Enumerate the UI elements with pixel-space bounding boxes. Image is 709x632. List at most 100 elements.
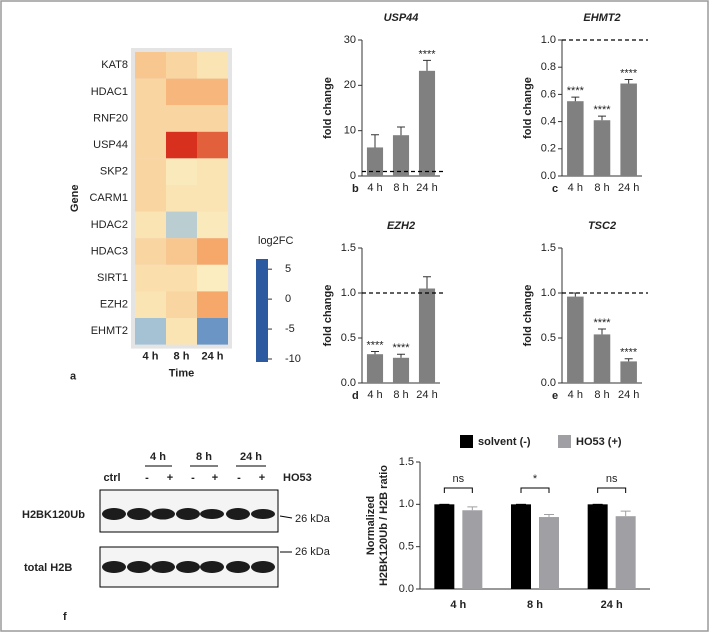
y-tick-label: 1.0 [399,498,414,510]
y-axis-label: H2BK120Ub / H2B ratio [378,465,390,586]
gene-label: SKP2 [100,166,128,178]
y-tick-label: 1.0 [541,34,556,46]
bar [392,357,410,383]
bar [620,83,637,176]
heatmap-cell [197,291,228,318]
gene-label: CARM1 [89,192,128,204]
bar [620,361,637,383]
heatmap-cell [197,131,228,159]
panel-label: a [70,371,77,383]
colorbar-tick-label: 0 [285,293,291,305]
significance-label: **** [392,342,410,354]
panel-label: f [63,611,67,623]
chart-title: USP44 [384,12,419,24]
blot-marker: 26 kDa [295,513,331,525]
significance-bracket [597,487,627,493]
y-tick-label: 1.0 [541,287,556,299]
gene-label: RNF20 [93,112,128,124]
error-bar [371,351,379,355]
significance-label: **** [567,85,585,97]
gene-label: EZH2 [100,299,128,311]
blot-lane: + [167,472,173,484]
gene-label: USP44 [93,139,128,151]
x-tick-label: 4 h [450,599,466,611]
panel-label: d [352,390,359,402]
heatmap-cell [135,131,166,159]
y-tick-label: 1.5 [399,456,414,468]
gene-label: HDAC3 [91,245,128,257]
heatmap-cell [166,318,197,345]
x-tick-label: 8 h [594,182,609,194]
x-tick-label: 4 h [367,182,382,194]
x-tick-label: 4 h [568,389,583,401]
y-axis-label: fold change [522,77,534,139]
error-bar [624,78,633,84]
band [226,561,250,573]
heatmap-cell [135,185,166,212]
y-tick-label: 20 [344,79,356,91]
error-bar [467,506,478,511]
y-tick-label: 0.0 [341,377,356,389]
band [176,561,200,573]
bar [615,516,636,589]
chart-title: EZH2 [387,220,415,232]
band [127,561,151,573]
chart-title: TSC2 [588,220,616,232]
blot-lane: + [212,472,218,484]
significance-label: **** [620,67,638,79]
chart-title: EHMT2 [583,12,620,24]
heatmap-cell [135,52,166,79]
blot-bands [102,508,275,573]
heatmap-cell [135,105,166,132]
y-tick-label: 0.0 [399,583,414,595]
bar [434,504,455,589]
blot-lane: ctrl [103,472,120,484]
x-tick-label: 24 h [416,389,437,401]
y-tick-label: 0.4 [541,116,556,128]
colorbar-tick-label: -10 [285,353,301,365]
error-bar [571,96,580,102]
significance-bracket [443,487,473,493]
heatmap-cell [166,52,197,79]
x-tick-label: 4 h [143,351,159,363]
heatmap-cell [166,264,197,292]
significance-label: **** [366,339,384,351]
heatmap-cell [166,185,197,212]
y-tick-label: 0.0 [541,170,556,182]
error-bar [371,134,379,148]
band [200,509,224,519]
bar [587,504,608,589]
x-tick-label: 24 h [201,351,223,363]
colorbar [256,259,268,362]
error-bar [598,328,606,335]
heatmap-cell [135,158,166,185]
band [102,508,126,520]
error-bar [423,276,431,289]
colorbar-tick-label: 5 [285,263,291,275]
y-tick-label: 0.0 [541,377,556,389]
legend-label: HO53 (+) [576,436,622,448]
y-axis-label: fold change [522,285,534,347]
significance-bracket [520,487,550,493]
heatmap-cell [197,264,228,292]
heatmap-cell [166,105,197,132]
y-axis-label: Normalized [365,496,377,555]
blot-condition: 4 h [150,451,166,463]
blot-row-label: H2BK120Ub [22,509,85,521]
gene-label: HDAC1 [91,86,128,98]
gene-label: EHMT2 [91,325,128,337]
y-tick-label: 1.5 [341,242,356,254]
error-bar [598,115,606,121]
heatmap-cell [197,158,228,185]
band [176,508,200,520]
y-tick-label: 0.5 [341,332,356,344]
blot-marker: 26 kDa [295,546,331,558]
blot-condition: 24 h [240,451,262,463]
x-tick-label: 4 h [568,182,583,194]
colorbar-title: log2FC [258,235,294,247]
x-tick-label: 8 h [393,182,408,194]
significance-label: ns [606,473,618,485]
y-axis-label: fold change [322,77,334,139]
legend-swatch [558,435,571,448]
blot-lane: - [191,472,195,484]
